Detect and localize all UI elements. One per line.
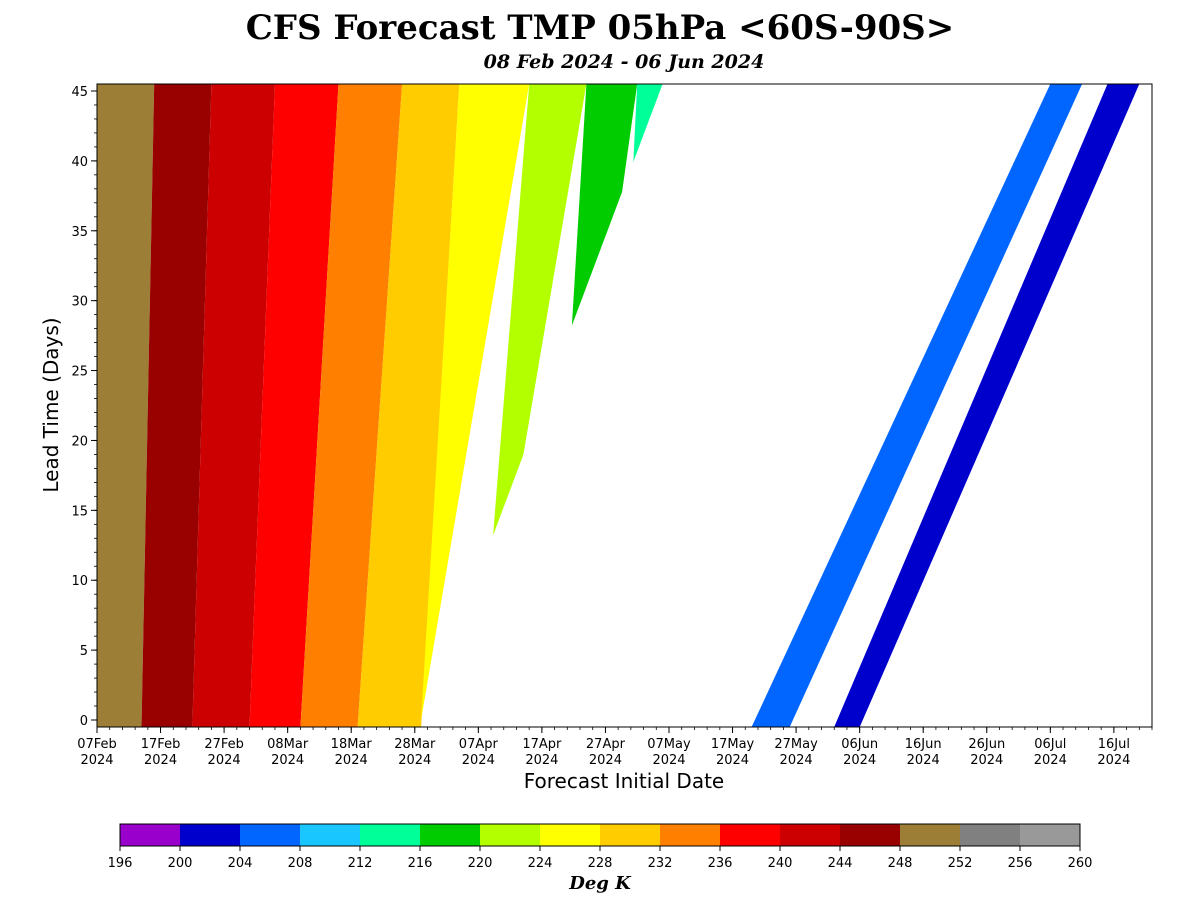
x-tick-year: 2024: [208, 753, 241, 768]
colorbar-tick-label: 216: [408, 856, 433, 871]
x-axis: 07Feb202417Feb202427Feb202408Mar202418Ma…: [77, 727, 1153, 768]
x-tick-label: 16Jun: [905, 737, 942, 752]
colorbar-swatch: [780, 824, 841, 846]
x-tick-year: 2024: [1034, 753, 1067, 768]
colorbar-tick-label: 260: [1068, 856, 1093, 871]
x-tick-year: 2024: [398, 753, 431, 768]
x-tick-year: 2024: [652, 753, 685, 768]
y-tick-label: 25: [71, 365, 88, 380]
y-tick-label: 10: [71, 574, 88, 589]
colorbar-swatch: [480, 824, 541, 846]
colorbar-swatch: [1020, 824, 1081, 846]
x-tick-label: 18Mar: [331, 737, 373, 752]
y-axis-label: Lead Time (Days): [39, 317, 63, 492]
band-240-244: [192, 84, 275, 727]
x-tick-label: 28Mar: [394, 737, 436, 752]
x-tick-year: 2024: [271, 753, 304, 768]
y-tick-label: 20: [71, 434, 88, 449]
colorbar-swatch: [120, 824, 181, 846]
colorbar-tick-label: 244: [828, 856, 853, 871]
chart-title: CFS Forecast TMP 05hPa <60S-90S>: [245, 8, 955, 48]
colorbar-swatch: [900, 824, 961, 846]
x-tick-label: 07Feb: [77, 737, 117, 752]
colorbar-tick-label: 248: [888, 856, 913, 871]
x-tick-year: 2024: [780, 753, 813, 768]
x-tick-label: 17Apr: [522, 737, 562, 752]
band-236-240: [249, 84, 339, 727]
x-tick-year: 2024: [1097, 753, 1130, 768]
y-tick-label: 40: [71, 155, 88, 170]
colorbar: 196 200 204 208 212 216 220 224 228 232 236 240 244 2…: [108, 823, 1093, 871]
colorbar-swatch: [540, 824, 601, 846]
x-tick-year: 2024: [970, 753, 1003, 768]
y-tick-label: 5: [80, 644, 88, 659]
x-tick-year: 2024: [843, 753, 876, 768]
colorbar-swatch: [240, 824, 301, 846]
y-tick-label: 35: [71, 225, 88, 240]
colorbar-swatch: [180, 824, 241, 846]
x-tick-label: 07May: [647, 737, 691, 752]
heatmap-cells: [97, 84, 1153, 727]
colorbar-tick-label: 220: [468, 856, 493, 871]
colorbar-swatch: [420, 824, 481, 846]
band-244-248: [141, 84, 212, 727]
band-248-252: [97, 84, 155, 727]
y-axis: 0 5 10 15 20 25 30 35 40 45: [71, 85, 97, 729]
x-tick-label: 06Jun: [841, 737, 878, 752]
band-220-224: [478, 84, 587, 720]
x-tick-label: 07Apr: [459, 737, 499, 752]
x-tick-label: 27May: [774, 737, 818, 752]
colorbar-tick-label: 256: [1008, 856, 1033, 871]
colorbar-tick-label: 212: [348, 856, 373, 871]
x-tick-label: 17Feb: [141, 737, 181, 752]
no-data-region: [421, 84, 1153, 727]
plot-frame: [96, 83, 1153, 728]
x-tick-label: 06Jul: [1034, 737, 1066, 752]
colorbar-tick-label: 208: [288, 856, 313, 871]
colorbar-swatch: [960, 824, 1021, 846]
colorbar-swatch: [300, 824, 361, 846]
x-tick-year: 2024: [525, 753, 558, 768]
colorbar-label: Deg K: [568, 873, 632, 894]
colorbar-tick-label: 240: [768, 856, 793, 871]
x-tick-label: 17May: [711, 737, 755, 752]
x-tick-label: 26Jun: [968, 737, 1005, 752]
colorbar-tick-label: 200: [168, 856, 193, 871]
x-tick-year: 2024: [907, 753, 940, 768]
y-tick-label: 0: [80, 714, 88, 729]
band-232-236: [300, 84, 403, 727]
y-tick-label: 30: [71, 295, 88, 310]
x-tick-label: 27Feb: [204, 737, 244, 752]
colorbar-tick-label: 232: [648, 856, 673, 871]
colorbar-tick-label: 224: [528, 856, 553, 871]
x-tick-label: 27Apr: [586, 737, 626, 752]
band-224-228: [421, 84, 530, 720]
x-tick-year: 2024: [144, 753, 177, 768]
colorbar-swatch: [720, 824, 781, 846]
x-tick-year: 2024: [335, 753, 368, 768]
diagonal-band-2: [834, 84, 1140, 727]
band-228-232: [357, 84, 460, 727]
colorbar-swatch: [660, 824, 721, 846]
x-tick-year: 2024: [80, 753, 113, 768]
diagonal-band-1: [751, 84, 1083, 727]
x-axis-label: Forecast Initial Date: [524, 769, 725, 793]
colorbar-tick-label: 252: [948, 856, 973, 871]
colorbar-tick-label: 204: [228, 856, 253, 871]
chart-subtitle: 08 Feb 2024 - 06 Jun 2024: [483, 51, 765, 73]
x-tick-label: 08Mar: [267, 737, 309, 752]
y-tick-label: 15: [71, 504, 88, 519]
colorbar-swatch: [840, 824, 901, 846]
colorbar-swatch: [360, 824, 421, 846]
x-tick-year: 2024: [462, 753, 495, 768]
colorbar-tick-label: 228: [588, 856, 613, 871]
colorbar-tick-label: 196: [108, 856, 133, 871]
y-tick-label: 45: [71, 85, 88, 100]
x-tick-year: 2024: [589, 753, 622, 768]
colorbar-tick-label: 236: [708, 856, 733, 871]
colorbar-swatch: [600, 824, 661, 846]
x-tick-year: 2024: [716, 753, 749, 768]
x-tick-label: 16Jul: [1098, 737, 1130, 752]
